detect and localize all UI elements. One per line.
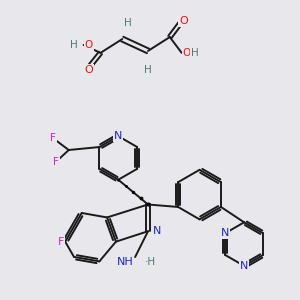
Text: H: H (70, 40, 78, 50)
Text: O: O (84, 65, 93, 75)
Text: N: N (240, 261, 248, 271)
Text: O: O (183, 48, 191, 58)
Text: F: F (58, 237, 64, 247)
Text: H: H (190, 48, 198, 58)
Text: H: H (144, 65, 152, 75)
Text: O: O (179, 16, 188, 26)
Text: H: H (124, 18, 132, 28)
Text: N: N (221, 228, 230, 238)
Text: NH: NH (116, 257, 133, 267)
Text: N: N (153, 226, 161, 236)
Text: F: F (53, 157, 59, 167)
Text: ·H: ·H (145, 257, 156, 267)
Text: N: N (114, 131, 122, 141)
Text: O: O (85, 40, 93, 50)
Text: F: F (50, 133, 56, 143)
